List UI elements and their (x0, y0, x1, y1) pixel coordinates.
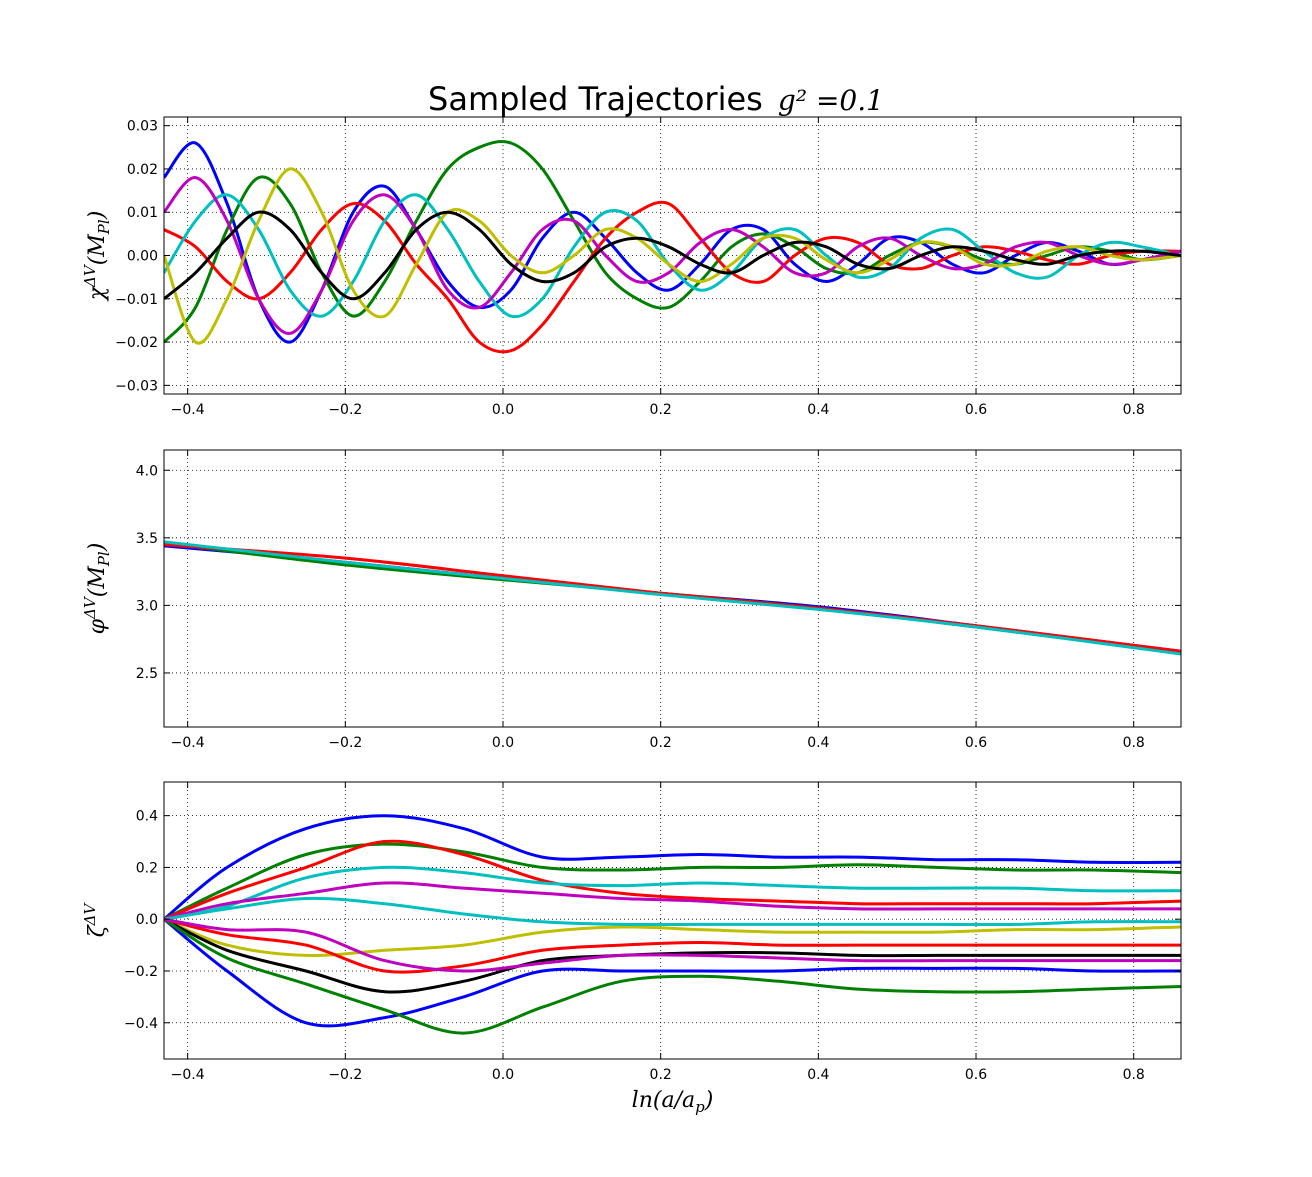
series-line (164, 881, 1181, 921)
title-text: Sampled Trajectories (428, 80, 763, 118)
series-line (164, 896, 1181, 927)
series-line (164, 167, 1181, 345)
x-tick-label: 0.6 (965, 402, 987, 418)
phi-panel: −0.4 −0.2 0.0 0.2 0.4 0.6 0.8 2.5 3.0 3.5 4.0 φΔV(M… (81, 449, 1182, 751)
x-tick-label: 0.4 (807, 735, 829, 751)
x-tick-label: 0.4 (807, 1067, 829, 1083)
series-line (164, 917, 1181, 1035)
y-tick-label: 0.01 (127, 205, 158, 221)
y-tick-label: 2.5 (136, 666, 158, 682)
y-tick-label: 0.4 (136, 809, 158, 825)
x-tick-label: 0.8 (1123, 735, 1145, 751)
y-tick-label: 0.03 (127, 119, 158, 135)
x-tick-label: 0.2 (650, 735, 672, 751)
figure-title: Sampled Trajectories g² =0.1 (428, 80, 884, 118)
chi-panel: −0.4 −0.2 0.0 0.2 0.4 0.6 0.8 −0.03 −0.02 −0.01 0.… (81, 116, 1182, 418)
plot-area (164, 450, 1181, 727)
x-tick-label: −0.2 (328, 402, 362, 418)
y-tick-label: 0.0 (136, 912, 158, 928)
x-tick-label: 0.8 (1123, 402, 1145, 418)
series-line (164, 842, 1181, 921)
y-tick-label: 3.0 (136, 598, 158, 614)
series-line (164, 176, 1181, 335)
y-tick-label: 0.00 (127, 249, 158, 265)
x-tick-label: 0.0 (492, 735, 514, 751)
x-tick-label: 0.2 (650, 1067, 672, 1083)
y-tick-label: −0.01 (115, 292, 158, 308)
plot-area (164, 782, 1181, 1059)
plot-frame (163, 781, 1182, 1060)
x-tick-label: 0.0 (492, 1067, 514, 1083)
series-line (164, 917, 1181, 974)
x-tick-label: −0.2 (328, 735, 362, 751)
y-tick-label: 0.2 (136, 860, 158, 876)
series-line (164, 540, 1181, 656)
y-tick-label: −0.4 (124, 1016, 158, 1032)
y-axis-label: χΔV(MPl) (81, 211, 113, 303)
x-tick-label: 0.4 (807, 402, 829, 418)
series-line (164, 865, 1181, 921)
x-tick-label: −0.4 (171, 402, 205, 418)
series-line (164, 917, 1181, 958)
y-axis-label: φΔV(MPl) (81, 543, 113, 635)
series-line (164, 917, 1181, 973)
series-group (164, 140, 1181, 354)
zeta-panel: −0.4 −0.2 0.0 0.2 0.4 0.6 0.8 −0.4 −0.2 0.0 0.2 0.4… (81, 781, 1182, 1116)
x-tick-label: 0.2 (650, 402, 672, 418)
y-tick-label: 0.02 (127, 162, 158, 178)
x-tick-label: 0.0 (492, 402, 514, 418)
x-tick-label: −0.2 (328, 1067, 362, 1083)
series-group (164, 814, 1181, 1035)
y-tick-label: −0.2 (124, 964, 158, 980)
series-line (164, 200, 1181, 354)
plot-frame (163, 449, 1182, 728)
x-axis-label: ln(a/ap) (632, 1088, 714, 1116)
y-tick-label: −0.03 (115, 378, 158, 394)
x-tick-label: 0.8 (1123, 1067, 1145, 1083)
series-line (164, 814, 1181, 921)
x-tick-label: 0.6 (965, 735, 987, 751)
title-math: g² =0.1 (778, 84, 884, 117)
y-tick-label: 4.0 (136, 463, 158, 479)
x-tick-label: −0.4 (171, 1067, 205, 1083)
x-tick-label: −0.4 (171, 735, 205, 751)
series-line (164, 210, 1181, 301)
series-group (164, 540, 1181, 656)
y-tick-label: 3.5 (136, 531, 158, 547)
x-tick-label: 0.6 (965, 1067, 987, 1083)
series-line (164, 839, 1181, 921)
y-axis-label: ζΔV (81, 902, 110, 938)
series-line (164, 918, 1181, 1028)
y-tick-label: −0.02 (115, 335, 158, 351)
